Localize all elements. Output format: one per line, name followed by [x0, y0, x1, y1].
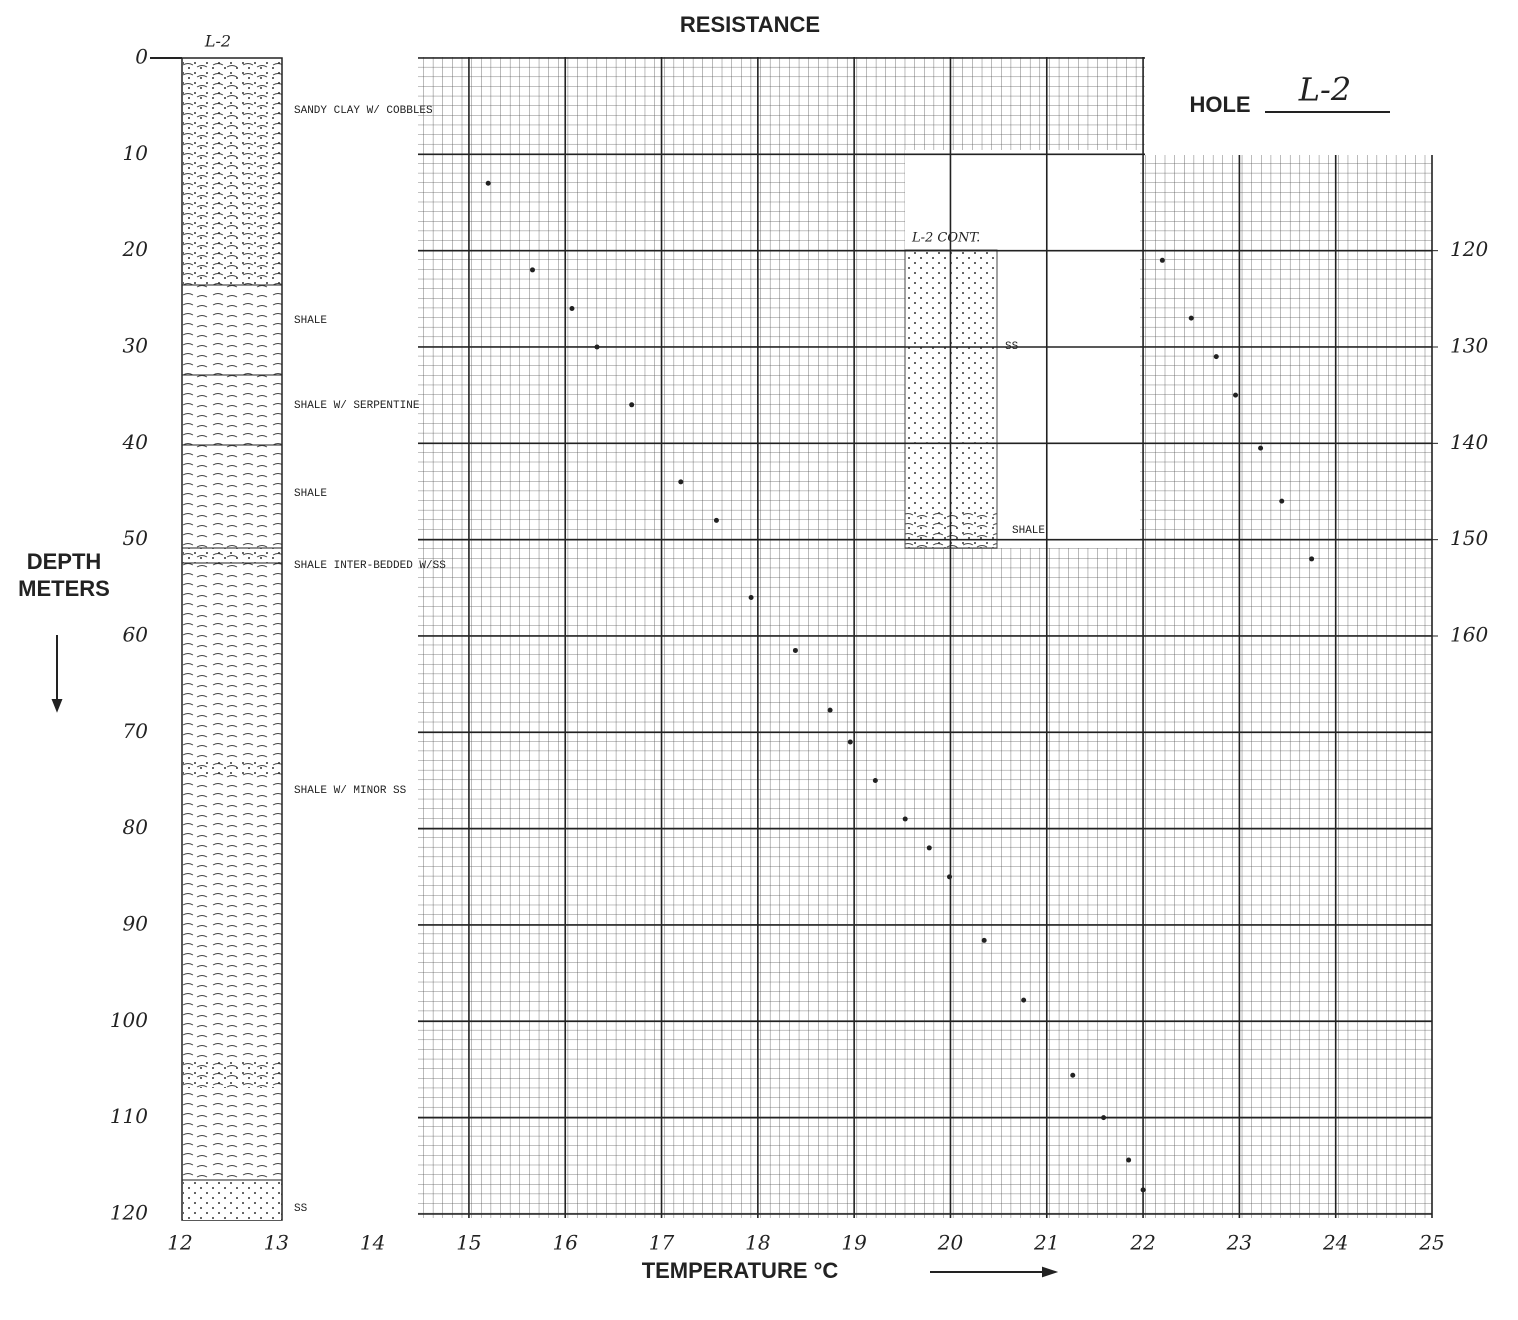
y-tick-label: 10	[123, 141, 149, 165]
x-tick-label: 12	[167, 1231, 192, 1255]
data-point	[629, 402, 635, 408]
y-tick-label: 50	[123, 526, 149, 550]
data-point	[678, 479, 684, 485]
lithology-label: SHALE	[294, 488, 327, 500]
y2-tick-label: 120	[1450, 237, 1488, 261]
y-tick-label: 30	[123, 334, 149, 358]
lithology-label: SHALE W/ MINOR SS	[294, 785, 407, 797]
y-tick-label: 20	[122, 237, 149, 261]
data-point	[1258, 445, 1264, 451]
inset-header: L-2 CONT.	[911, 231, 980, 246]
x-tick-label: 21	[1033, 1231, 1059, 1255]
data-point	[926, 845, 932, 851]
y-tick-label: 40	[122, 430, 149, 454]
data-point	[1279, 498, 1285, 504]
y-tick-label: 100	[110, 1008, 148, 1032]
y-tick-label: 80	[123, 815, 149, 839]
y2-tick-label: 160	[1450, 623, 1488, 647]
data-point	[847, 739, 853, 745]
y-tick-label: 90	[123, 912, 149, 936]
hole-name: L-2	[1298, 71, 1351, 109]
y-label: METERS	[18, 576, 110, 601]
lithology-label: SS	[294, 1203, 308, 1215]
inset-label: SHALE	[1012, 525, 1045, 537]
x-tick-label: 18	[745, 1231, 770, 1255]
y2-tick-label: 150	[1450, 526, 1488, 550]
y-label: DEPTH	[27, 549, 102, 574]
data-point	[529, 267, 535, 273]
data-point	[1213, 354, 1219, 360]
data-point	[792, 647, 798, 653]
y-tick-label: 120	[110, 1201, 148, 1225]
x-tick-label: 13	[264, 1231, 289, 1255]
y-tick-label: 70	[123, 719, 149, 743]
lithology-label: SHALE W/ SERPENTINE	[294, 400, 420, 412]
x-tick-label: 16	[553, 1231, 579, 1255]
data-point	[872, 778, 878, 783]
x-tick-label: 14	[360, 1231, 385, 1255]
x-tick-label: 23	[1226, 1231, 1252, 1255]
x-tick-label: 15	[456, 1231, 481, 1255]
x-label: TEMPERATURE °C	[642, 1258, 839, 1283]
chart-title: RESISTANCE	[680, 12, 820, 37]
x-tick-label: 19	[841, 1231, 867, 1255]
y-tick-label: 60	[123, 623, 149, 647]
data-point	[485, 180, 491, 186]
lithology-label: SHALE INTER-BEDDED W/SS	[294, 560, 446, 572]
data-point	[1070, 1072, 1076, 1078]
x-tick-label: 20	[937, 1231, 964, 1255]
lithology-label: SHALE	[294, 315, 327, 327]
data-point	[1159, 257, 1165, 263]
lithology-column	[51, 57, 1059, 1278]
data-point	[902, 816, 908, 822]
data-point	[981, 937, 987, 943]
data-point	[594, 344, 600, 350]
data-point	[713, 517, 719, 523]
data-point	[1101, 1115, 1107, 1121]
x-tick-label: 22	[1129, 1231, 1155, 1255]
y2-tick-label: 140	[1450, 430, 1488, 454]
x-tick-label: 17	[649, 1231, 675, 1255]
y-tick-label: 110	[110, 1104, 148, 1128]
x-tick-label: 24	[1322, 1231, 1348, 1255]
y-tick-label: 0	[135, 45, 148, 69]
data-point	[1309, 556, 1315, 562]
data-point	[1233, 392, 1239, 398]
data-point	[1188, 315, 1194, 321]
column-header: L-2	[204, 32, 231, 51]
x-tick-label: 25	[1418, 1231, 1444, 1255]
data-point	[569, 305, 575, 311]
data-point	[1140, 1187, 1146, 1193]
lithology-label: SANDY CLAY W/ COBBLES	[294, 105, 433, 117]
data-point	[748, 594, 754, 600]
data-point	[1126, 1157, 1132, 1163]
data-point	[827, 707, 833, 713]
y2-tick-label: 130	[1450, 334, 1488, 358]
data-point	[1021, 997, 1027, 1003]
data-point	[946, 874, 952, 880]
hole-label: HOLE	[1189, 92, 1250, 117]
